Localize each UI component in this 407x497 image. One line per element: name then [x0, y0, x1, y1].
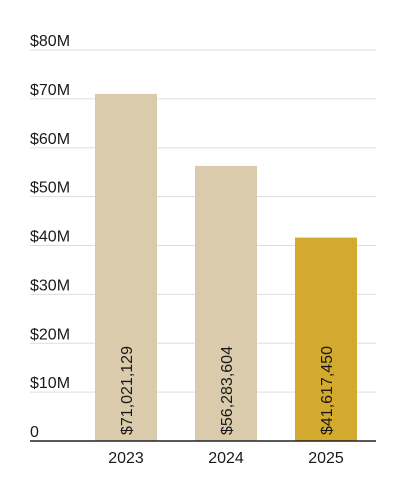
x-axis-tick-labels: 2023 2024 2025 — [108, 450, 344, 467]
data-label: $41,617,450 — [319, 346, 336, 435]
x-tick-label: 2024 — [208, 450, 244, 467]
y-tick-label: $50M — [30, 180, 70, 197]
y-tick-label: $10M — [30, 375, 70, 392]
x-tick-label: 2025 — [308, 450, 344, 467]
y-axis-tick-labels: 0 $10M $20M $30M $40M $50M $60M $70M $80M — [30, 33, 70, 441]
x-tick-label: 2023 — [108, 450, 144, 467]
data-label: $56,283,604 — [219, 346, 236, 435]
y-tick-label: $80M — [30, 33, 70, 50]
bar-2023 — [95, 93, 157, 442]
y-tick-label: $70M — [30, 82, 70, 99]
bars — [95, 93, 357, 442]
y-tick-label: $60M — [30, 131, 70, 148]
bar-2024 — [195, 165, 257, 441]
data-label: $71,021,129 — [119, 346, 136, 435]
bar-2025 — [295, 237, 357, 441]
y-tick-label: $40M — [30, 229, 70, 246]
data-labels: $71,021,129 $56,283,604 $41,617,450 — [119, 346, 336, 435]
y-tick-label: 0 — [30, 424, 39, 441]
y-tick-label: $30M — [30, 277, 70, 294]
y-tick-label: $20M — [30, 326, 70, 343]
